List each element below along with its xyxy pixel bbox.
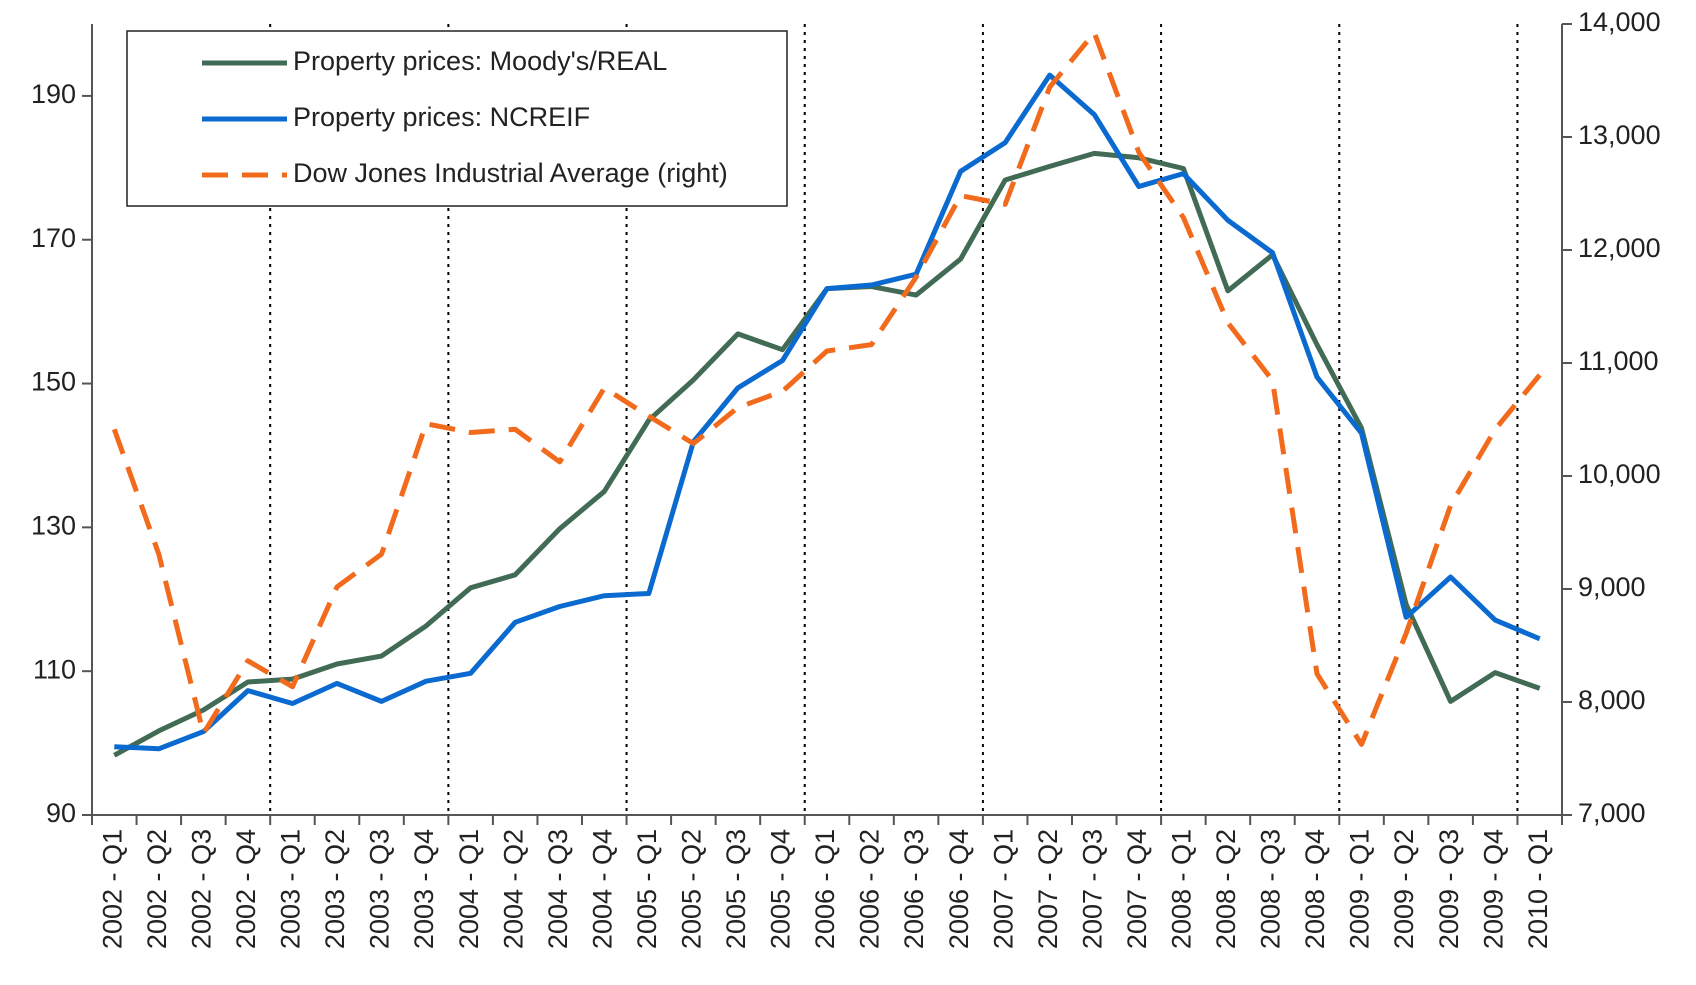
- x-tick-label: 2006 - Q2: [855, 829, 885, 949]
- y2-tick-label: 11,000: [1578, 346, 1659, 376]
- x-tick-label: 2008 - Q3: [1256, 829, 1286, 949]
- x-tick-label: 2003 - Q3: [365, 829, 395, 949]
- x-tick-label: 2009 - Q2: [1389, 829, 1419, 949]
- y2-tick-label: 9,000: [1578, 572, 1646, 602]
- legend: Property prices: Moody's/REAL Property pr…: [126, 30, 788, 207]
- legend-label: Property prices: Moody's/REAL: [293, 46, 667, 76]
- x-tick-label: 2009 - Q1: [1345, 829, 1375, 949]
- x-tick-label: 2005 - Q3: [721, 829, 751, 949]
- x-tick-label: 2007 - Q4: [1122, 829, 1152, 949]
- x-tick-label: 2006 - Q1: [810, 829, 840, 949]
- x-tick-label: 2004 - Q4: [587, 829, 617, 949]
- y2-tick-label: 14,000: [1578, 7, 1661, 37]
- y-tick-label: 90: [46, 798, 76, 828]
- x-tick-label: 2004 - Q1: [454, 829, 484, 949]
- y-tick-label: 170: [31, 223, 76, 253]
- series-line: [113, 150, 1541, 758]
- y2-tick-label: 7,000: [1578, 798, 1646, 828]
- y-tick-label: 150: [31, 367, 76, 397]
- x-tick-label: 2006 - Q3: [899, 829, 929, 949]
- series-line: [111, 30, 1542, 747]
- x-tick-label: 2008 - Q4: [1300, 829, 1330, 949]
- x-tick-label: 2007 - Q2: [1033, 829, 1063, 949]
- x-tick-label: 2007 - Q1: [988, 829, 1018, 949]
- x-tick-label: 2002 - Q3: [186, 829, 216, 949]
- x-tick-label: 2006 - Q4: [944, 829, 974, 949]
- x-tick-label: 2002 - Q4: [231, 829, 261, 949]
- x-tick-label: 2003 - Q4: [409, 829, 439, 949]
- x-tick-label: 2004 - Q2: [498, 829, 528, 949]
- x-tick-label: 2002 - Q1: [97, 829, 127, 949]
- x-tick-label: 2008 - Q1: [1166, 829, 1196, 949]
- x-tick-label: 2005 - Q4: [766, 829, 796, 949]
- legend-label: Dow Jones Industrial Average (right): [293, 158, 728, 188]
- x-tick-label: 2005 - Q1: [632, 829, 662, 949]
- y2-tick-label: 10,000: [1578, 459, 1661, 489]
- x-tick-label: 2004 - Q3: [543, 829, 573, 949]
- x-tick-label: 2005 - Q2: [676, 829, 706, 949]
- y-tick-label: 190: [31, 79, 76, 109]
- series-line: [114, 72, 1541, 752]
- y2-tick-label: 13,000: [1578, 120, 1661, 150]
- x-tick-label: 2008 - Q2: [1211, 829, 1241, 949]
- legend-label: Property prices: NCREIF: [293, 102, 590, 132]
- x-tick-label: 2003 - Q1: [276, 829, 306, 949]
- x-tick-label: 2009 - Q4: [1478, 829, 1508, 949]
- y2-tick-label: 12,000: [1578, 233, 1661, 263]
- x-tick-label: 2009 - Q3: [1434, 829, 1464, 949]
- y-tick-label: 110: [33, 654, 76, 684]
- x-tick-label: 2007 - Q3: [1077, 829, 1107, 949]
- y2-tick-label: 8,000: [1578, 685, 1646, 715]
- x-tick-label: 2002 - Q2: [142, 829, 172, 949]
- y-tick-label: 130: [31, 510, 76, 540]
- x-tick-label: 2003 - Q2: [320, 829, 350, 949]
- x-tick-label: 2010 - Q1: [1523, 829, 1553, 949]
